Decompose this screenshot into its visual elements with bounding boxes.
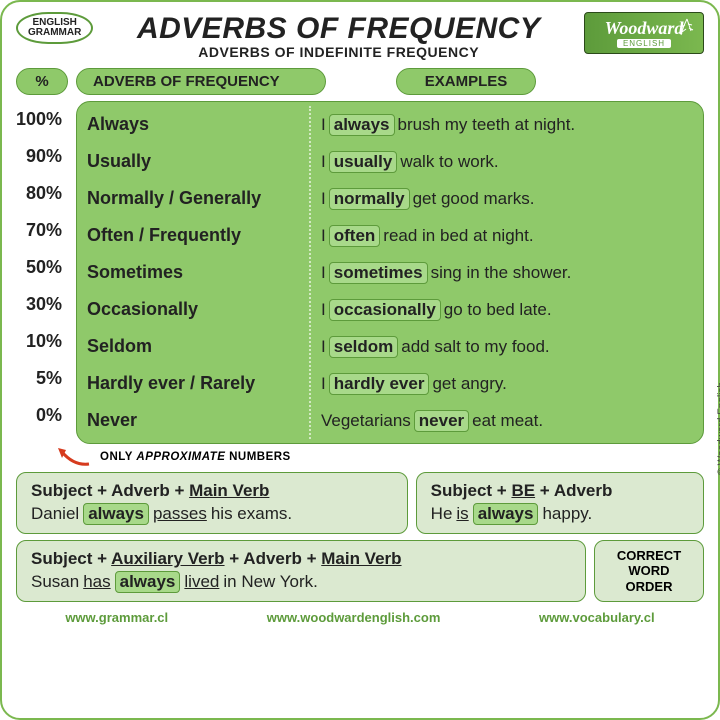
adverb-cell: Occasionally (77, 291, 309, 328)
pct-cell: 30% (16, 286, 68, 323)
main-title: ADVERBS OF FREQUENCY (103, 12, 574, 46)
pct-cell: 70% (16, 212, 68, 249)
highlight-adverb: often (329, 225, 381, 247)
example-cell: I occasionally go to bed late. (311, 291, 703, 328)
example-cell: I often read in bed at night. (311, 217, 703, 254)
adverb-header: ADVERB OF FREQUENCY (76, 68, 326, 95)
rule-2: Subject + BE + Adverb He is always happy… (416, 472, 704, 534)
table-main: AlwaysUsuallyNormally / GenerallyOften /… (76, 101, 704, 444)
approximate-note: ONLY APPROXIMATE NUMBERS (54, 446, 704, 468)
pct-cell: 5% (16, 360, 68, 397)
pct-cell: 50% (16, 249, 68, 286)
adverb-cell: Hardly ever / Rarely (77, 365, 309, 402)
infographic-page: ENGLISH GRAMMAR ADVERBS OF FREQUENCY ADV… (0, 0, 720, 720)
example-cell: I always brush my teeth at night. (311, 106, 703, 143)
highlight-adverb: always (329, 114, 395, 136)
link-woodward[interactable]: www.woodwardenglish.com (267, 610, 441, 625)
example-cell: I usually walk to work. (311, 143, 703, 180)
adverb-cell: Seldom (77, 328, 309, 365)
link-grammar[interactable]: www.grammar.cl (65, 610, 168, 625)
rule-1: Subject + Adverb + Main Verb Daniel alwa… (16, 472, 408, 534)
highlight-adverb: hardly ever (329, 373, 430, 395)
highlight-adverb: usually (329, 151, 398, 173)
adverb-cell: Usually (77, 143, 309, 180)
pct-cell: 100% (16, 101, 68, 138)
example-cell: I hardly ever get angry. (311, 365, 703, 402)
pct-cell: 10% (16, 323, 68, 360)
note-text: ONLY APPROXIMATE NUMBERS (100, 451, 291, 463)
adverb-cell: Always (77, 106, 309, 143)
badge-line2: GRAMMAR (28, 28, 81, 38)
highlight-adverb: occasionally (329, 299, 441, 321)
adverb-cell: Often / Frequently (77, 217, 309, 254)
highlight-adverb: normally (329, 188, 410, 210)
copyright: © Woodward English (716, 382, 720, 475)
woodward-logo: Woodward ENGLISH (584, 12, 704, 54)
example-cell: I sometimes sing in the shower. (311, 254, 703, 291)
arrow-icon (54, 446, 94, 468)
fern-icon (675, 17, 699, 47)
pct-header: % (16, 68, 68, 95)
adverb-column: AlwaysUsuallyNormally / GenerallyOften /… (77, 106, 311, 439)
pct-cell: 80% (16, 175, 68, 212)
example-column: I always brush my teeth at night.I usual… (311, 106, 703, 439)
example-cell: Vegetarians never eat meat. (311, 402, 703, 439)
footer-links: www.grammar.cl www.woodwardenglish.com w… (16, 610, 704, 625)
highlight-adverb: never (414, 410, 469, 432)
header: ENGLISH GRAMMAR ADVERBS OF FREQUENCY ADV… (16, 12, 704, 60)
frequency-table: 100%90%80%70%50%30%10%5%0% AlwaysUsually… (16, 101, 704, 444)
pct-cell: 90% (16, 138, 68, 175)
column-headers: % ADVERB OF FREQUENCY EXAMPLES (16, 68, 704, 95)
rule-3: Subject + Auxiliary Verb + Adverb + Main… (16, 540, 586, 602)
examples-header: EXAMPLES (396, 68, 536, 95)
highlight-adverb: sometimes (329, 262, 428, 284)
link-vocabulary[interactable]: www.vocabulary.cl (539, 610, 655, 625)
logo-brand: Woodward (605, 18, 684, 39)
pct-cell: 0% (16, 397, 68, 434)
example-cell: I seldom add salt to my food. (311, 328, 703, 365)
example-cell: I normally get good marks. (311, 180, 703, 217)
correct-order-label: CORRECT WORD ORDER (594, 540, 704, 602)
highlight-adverb: seldom (329, 336, 399, 358)
grammar-badge: ENGLISH GRAMMAR (16, 12, 93, 44)
logo-sub: ENGLISH (617, 39, 671, 48)
word-order-rules: Subject + Adverb + Main Verb Daniel alwa… (16, 472, 704, 602)
adverb-cell: Normally / Generally (77, 180, 309, 217)
subtitle: ADVERBS OF INDEFINITE FREQUENCY (103, 44, 574, 60)
adverb-cell: Never (77, 402, 309, 439)
percent-column: 100%90%80%70%50%30%10%5%0% (16, 101, 68, 444)
title-wrap: ADVERBS OF FREQUENCY ADVERBS OF INDEFINI… (103, 12, 574, 60)
adverb-cell: Sometimes (77, 254, 309, 291)
